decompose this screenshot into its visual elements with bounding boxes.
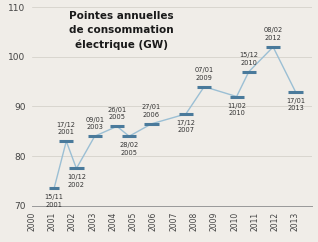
Text: 10/12
2002: 10/12 2002 xyxy=(67,174,86,188)
Text: 17/12
2001: 17/12 2001 xyxy=(57,122,76,135)
Text: Pointes annuelles
de consommation
électrique (GW): Pointes annuelles de consommation électr… xyxy=(69,11,174,50)
Text: 17/01
2013: 17/01 2013 xyxy=(286,98,305,111)
Text: 09/01
2003: 09/01 2003 xyxy=(85,117,104,130)
Text: 17/12
2007: 17/12 2007 xyxy=(176,120,196,133)
Text: 07/01
2009: 07/01 2009 xyxy=(195,67,214,81)
Text: 26/01
2005: 26/01 2005 xyxy=(107,107,127,120)
Text: 28/02
2005: 28/02 2005 xyxy=(120,142,139,156)
Text: 08/02
2012: 08/02 2012 xyxy=(264,28,283,41)
Text: 15/11
2001: 15/11 2001 xyxy=(45,194,64,208)
Text: 11/02
2010: 11/02 2010 xyxy=(227,103,246,116)
Text: 27/01
2006: 27/01 2006 xyxy=(142,104,161,118)
Text: 15/12
2010: 15/12 2010 xyxy=(239,52,258,66)
